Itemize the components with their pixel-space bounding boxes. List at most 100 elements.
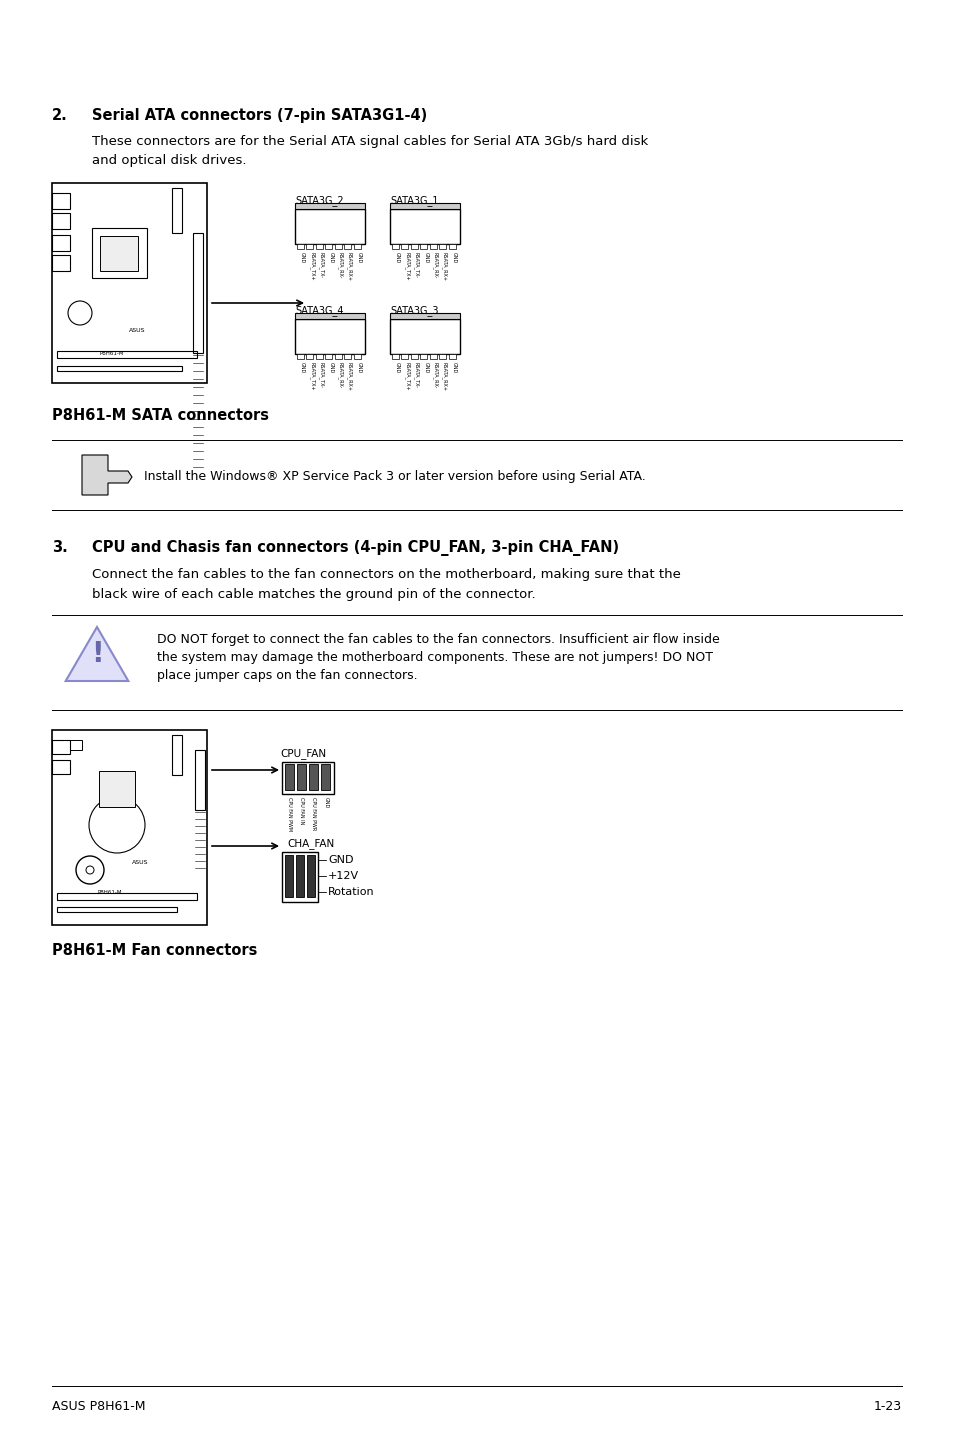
- Bar: [411, 244, 417, 249]
- Bar: [172, 735, 182, 775]
- Text: P8H61-M: P8H61-M: [100, 351, 124, 357]
- Text: Serial ATA connectors (7-pin SATA3G1-4): Serial ATA connectors (7-pin SATA3G1-4): [91, 108, 427, 124]
- Text: P8H61-M Fan connectors: P8H61-M Fan connectors: [52, 943, 257, 958]
- Bar: [315, 354, 322, 360]
- Text: GND: GND: [395, 362, 399, 374]
- Bar: [282, 851, 317, 902]
- Text: RSATA_TX+: RSATA_TX+: [309, 362, 314, 391]
- Bar: [448, 244, 456, 249]
- Bar: [296, 354, 304, 360]
- Text: CPU_FAN: CPU_FAN: [280, 748, 326, 759]
- Bar: [309, 764, 317, 789]
- Text: RSATA_RX-: RSATA_RX-: [337, 362, 343, 388]
- Text: GND: GND: [423, 362, 428, 374]
- Text: the system may damage the motherboard components. These are not jumpers! DO NOT: the system may damage the motherboard co…: [157, 651, 712, 664]
- Text: ASUS: ASUS: [129, 328, 145, 334]
- Text: RSATA_RX-: RSATA_RX-: [432, 252, 437, 279]
- Bar: [390, 209, 459, 244]
- Bar: [57, 907, 177, 912]
- Bar: [401, 244, 408, 249]
- Bar: [52, 731, 207, 925]
- Text: CPU FAN PWM: CPU FAN PWM: [287, 797, 293, 831]
- Bar: [52, 183, 207, 383]
- Text: RSATA_TX-: RSATA_TX-: [413, 252, 418, 278]
- Text: Connect the fan cables to the fan connectors on the motherboard, making sure tha: Connect the fan cables to the fan connec…: [91, 568, 680, 581]
- Text: GND: GND: [328, 362, 333, 374]
- Bar: [448, 354, 456, 360]
- Text: CPU and Chasis fan connectors (4-pin CPU_FAN, 3-pin CHA_FAN): CPU and Chasis fan connectors (4-pin CPU…: [91, 541, 618, 557]
- Text: CPU FAN IN: CPU FAN IN: [299, 797, 304, 824]
- Bar: [344, 354, 351, 360]
- Text: GND: GND: [356, 252, 361, 263]
- Text: SATA3G_2: SATA3G_2: [294, 196, 343, 206]
- Bar: [295, 856, 304, 897]
- Text: ASUS P8H61-M: ASUS P8H61-M: [52, 1401, 146, 1414]
- Text: GND: GND: [451, 252, 456, 263]
- Bar: [193, 233, 203, 352]
- Bar: [335, 354, 341, 360]
- Bar: [390, 319, 459, 354]
- Bar: [420, 354, 427, 360]
- Bar: [52, 213, 70, 229]
- Bar: [52, 255, 70, 270]
- Bar: [172, 188, 182, 233]
- Bar: [401, 354, 408, 360]
- Text: GND: GND: [299, 362, 305, 374]
- Text: GND: GND: [395, 252, 399, 263]
- Text: +12V: +12V: [328, 871, 358, 881]
- Text: GND: GND: [299, 252, 305, 263]
- Bar: [52, 193, 70, 209]
- Bar: [70, 741, 82, 751]
- Bar: [306, 354, 314, 360]
- Text: RSATA_TX-: RSATA_TX-: [318, 252, 324, 278]
- Text: place jumper caps on the fan connectors.: place jumper caps on the fan connectors.: [157, 669, 417, 682]
- Polygon shape: [66, 627, 129, 682]
- Text: RSATA_RX+: RSATA_RX+: [347, 252, 352, 280]
- Bar: [91, 229, 147, 278]
- Text: These connectors are for the Serial ATA signal cables for Serial ATA 3Gb/s hard : These connectors are for the Serial ATA …: [91, 135, 648, 148]
- Text: GND: GND: [356, 362, 361, 374]
- Text: CHA_FAN: CHA_FAN: [287, 838, 334, 848]
- Bar: [294, 313, 365, 319]
- Text: RSATA_TX+: RSATA_TX+: [404, 362, 410, 391]
- Text: Install the Windows® XP Service Pack 3 or later version before using Serial ATA.: Install the Windows® XP Service Pack 3 o…: [144, 470, 645, 483]
- Bar: [438, 354, 446, 360]
- Text: black wire of each cable matches the ground pin of the connector.: black wire of each cable matches the gro…: [91, 588, 535, 601]
- Bar: [52, 234, 70, 252]
- Bar: [429, 354, 436, 360]
- Bar: [411, 354, 417, 360]
- Text: DO NOT forget to connect the fan cables to the fan connectors. Insufficient air : DO NOT forget to connect the fan cables …: [157, 633, 719, 646]
- Text: GND: GND: [451, 362, 456, 374]
- Bar: [194, 751, 205, 810]
- Text: Rotation: Rotation: [328, 887, 375, 897]
- Text: !: !: [91, 640, 103, 669]
- Bar: [294, 203, 365, 209]
- Bar: [307, 856, 314, 897]
- Bar: [354, 244, 360, 249]
- Bar: [52, 761, 70, 774]
- Bar: [52, 741, 70, 754]
- Text: RSATA_TX-: RSATA_TX-: [413, 362, 418, 388]
- Bar: [285, 764, 294, 789]
- Bar: [392, 244, 398, 249]
- Bar: [335, 244, 341, 249]
- Bar: [390, 313, 459, 319]
- Text: P8H61-M SATA connectors: P8H61-M SATA connectors: [52, 408, 269, 423]
- Bar: [57, 351, 196, 358]
- Bar: [325, 244, 332, 249]
- Bar: [285, 856, 293, 897]
- Bar: [320, 764, 330, 789]
- Bar: [294, 209, 365, 244]
- Bar: [294, 319, 365, 354]
- Text: ASUS: ASUS: [132, 860, 148, 866]
- Text: RSATA_RX+: RSATA_RX+: [441, 362, 447, 391]
- Text: RSATA_RX-: RSATA_RX-: [337, 252, 343, 279]
- Polygon shape: [82, 454, 132, 495]
- Text: SATA3G_4: SATA3G_4: [294, 305, 343, 316]
- Bar: [306, 244, 314, 249]
- Bar: [296, 764, 306, 789]
- Bar: [390, 203, 459, 209]
- Text: RSATA_TX+: RSATA_TX+: [309, 252, 314, 280]
- Text: RSATA_TX+: RSATA_TX+: [404, 252, 410, 280]
- Bar: [429, 244, 436, 249]
